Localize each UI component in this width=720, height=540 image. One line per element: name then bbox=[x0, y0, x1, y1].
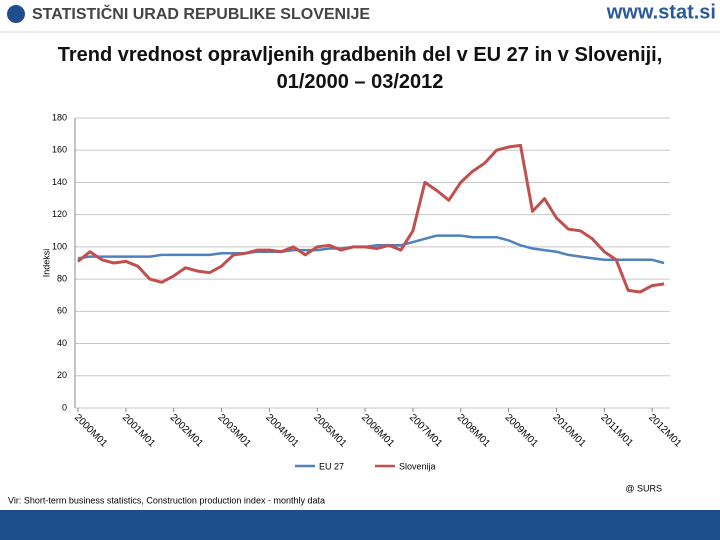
line-series bbox=[77, 234, 665, 265]
x-tick-label: 2005M01 bbox=[311, 412, 349, 450]
x-tick-label: 2004M01 bbox=[263, 412, 301, 450]
y-tick-label: 40 bbox=[57, 338, 67, 348]
x-tick-label: 2008M01 bbox=[455, 412, 493, 450]
x-tick-label: 2002M01 bbox=[168, 412, 206, 450]
x-tick-label: 2010M01 bbox=[550, 412, 588, 450]
x-tick-label: 2011M01 bbox=[598, 412, 635, 449]
y-tick-label: 160 bbox=[52, 145, 67, 155]
logo bbox=[7, 5, 25, 23]
header-bar bbox=[0, 0, 720, 36]
y-tick-label: 120 bbox=[52, 209, 67, 219]
footer-bar bbox=[0, 510, 720, 540]
organization: STATISTIČNI URAD REPUBLIKE SLOVENIJE bbox=[32, 4, 370, 23]
y-tick-label: 60 bbox=[57, 306, 67, 316]
x-tick-label: 2012M01 bbox=[646, 412, 684, 450]
y-tick-label: 20 bbox=[57, 370, 67, 380]
x-tick-label: 2000M01 bbox=[72, 412, 110, 450]
source: Vir: Short-term business statistics, Con… bbox=[8, 495, 325, 505]
x-tick-label: 2001M01 bbox=[120, 412, 158, 450]
copyright: @ SURS bbox=[625, 483, 662, 493]
legend-label: EU 27 bbox=[319, 461, 344, 471]
y-tick-label: 80 bbox=[57, 273, 67, 283]
y-tick-label: 100 bbox=[52, 241, 67, 251]
x-tick-label: 2007M01 bbox=[407, 412, 445, 450]
y-axis-label: Indeksi bbox=[41, 249, 51, 278]
y-tick-label: 180 bbox=[52, 112, 67, 122]
url: www.stat.si bbox=[606, 1, 716, 23]
y-tick-label: 0 bbox=[62, 402, 67, 412]
chart-title: Trend vrednost opravljenih gradbenih del… bbox=[57, 44, 663, 93]
x-tick-label: 2009M01 bbox=[503, 412, 541, 450]
y-tick-label: 140 bbox=[52, 177, 67, 187]
legend-label: Slovenija bbox=[399, 461, 436, 471]
line-series bbox=[77, 143, 665, 294]
x-tick-label: 2003M01 bbox=[216, 412, 254, 450]
x-tick-label: 2006M01 bbox=[359, 412, 397, 450]
